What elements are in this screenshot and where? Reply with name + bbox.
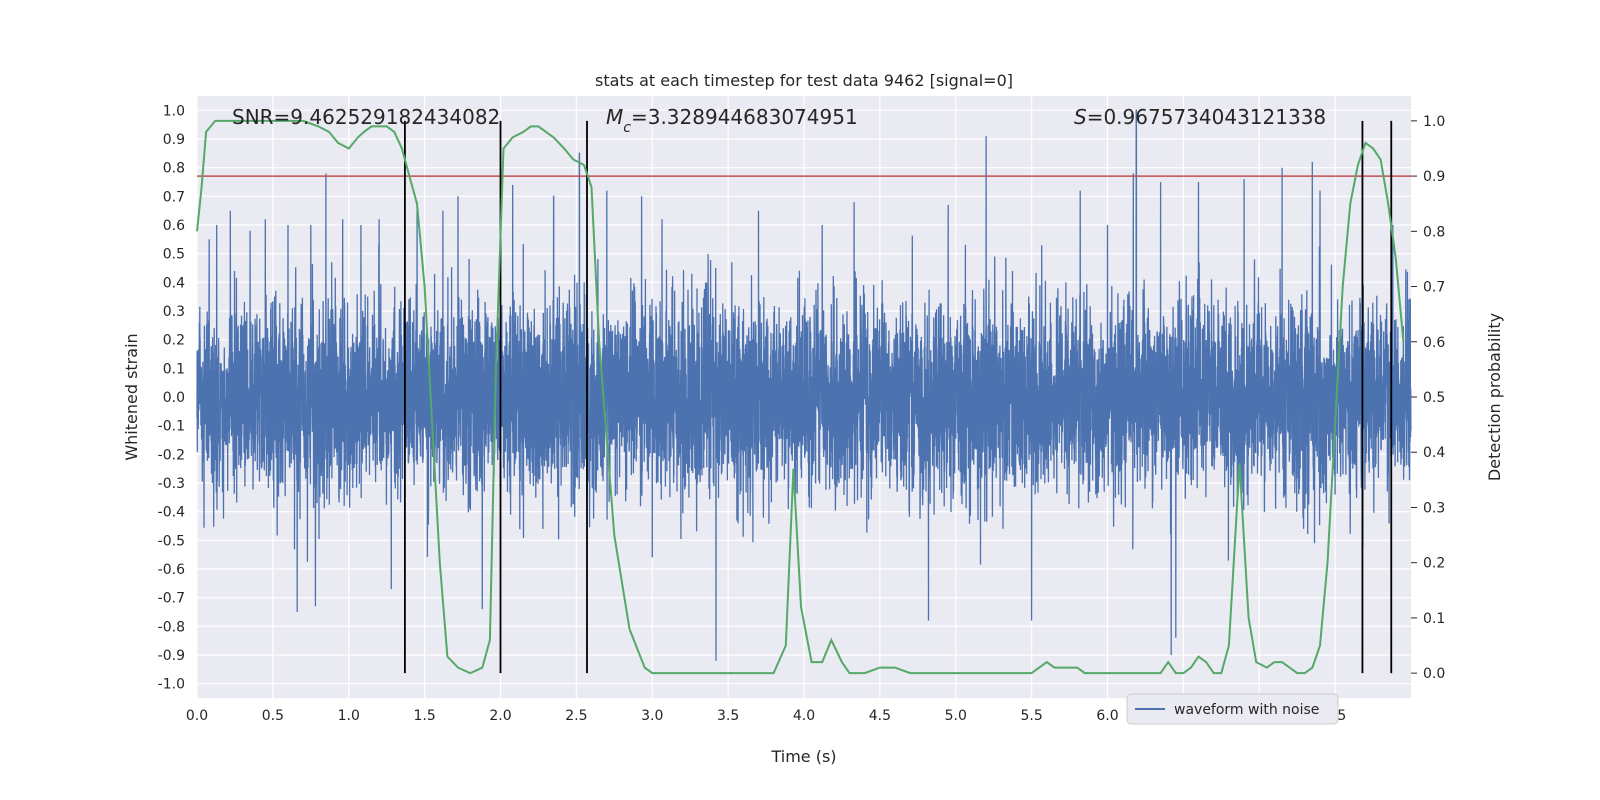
y2-tick-label: 0.5 [1423, 390, 1445, 406]
x-tick-label: 1.5 [413, 708, 435, 724]
legend-label-waveform: waveform with noise [1174, 702, 1319, 718]
y-tick-label: -0.2 [158, 447, 185, 463]
chart-title: stats at each timestep for test data 946… [595, 71, 1013, 90]
y-tick-label: -0.8 [158, 619, 185, 635]
s-value: =0.9675734043121338 [1087, 105, 1326, 129]
y2-tick-label: 0.0 [1423, 666, 1445, 682]
y2-tick-label: 0.9 [1423, 169, 1445, 185]
y-tick-label: -0.4 [158, 505, 185, 521]
x-tick-label: 4.0 [793, 708, 815, 724]
s-symbol: S [1074, 105, 1087, 129]
y-tick-label: 1.0 [163, 103, 185, 119]
x-tick-label: 5.0 [945, 708, 967, 724]
waveform-line [196, 109, 1412, 661]
mc-subscript: c [623, 120, 631, 136]
detection-probability-line [196, 119, 1405, 675]
x-tick-label: 4.5 [869, 708, 891, 724]
y-tick-label: 0.9 [163, 132, 185, 148]
y-tick-label: 0.8 [163, 161, 185, 177]
y-tick-label: -1.0 [158, 677, 185, 693]
y-tick-label: 0.1 [163, 361, 185, 377]
y-axis-label: Whitened strain [122, 333, 141, 460]
y2-tick-label: 0.7 [1423, 280, 1445, 296]
snr-annotation: SNR=9.462529182434082 [232, 105, 500, 129]
legend: waveform with noise [1126, 693, 1339, 725]
x-tick-label: 0.5 [262, 708, 284, 724]
y-tick-label: -0.5 [158, 533, 185, 549]
y-tick-label: -0.7 [158, 591, 185, 607]
reference-lines [197, 120, 1411, 674]
waveform-series [196, 109, 1412, 661]
y2-tick-label: 0.3 [1423, 500, 1445, 516]
x-tick-label: 1.0 [338, 708, 360, 724]
mc-value: =3.328944683074951 [631, 105, 858, 129]
x-tick-label: 3.0 [641, 708, 663, 724]
y2-tick-label: 0.8 [1423, 224, 1445, 240]
probability-series [196, 119, 1405, 675]
mc-symbol: M [606, 105, 623, 129]
x-tick-label: 0.0 [186, 708, 208, 724]
y2-tick-label: 0.2 [1423, 556, 1445, 572]
y-tick-label: 0.3 [163, 304, 185, 320]
x-tick-label: 2.0 [489, 708, 511, 724]
chirp-mass-annotation: Mc=3.328944683074951 [606, 105, 858, 136]
y2-axis-label: Detection probability [1485, 313, 1504, 481]
y-tick-label: 0.5 [163, 247, 185, 263]
y-tick-label: -0.1 [158, 419, 185, 435]
y-tick-label: -0.9 [158, 648, 185, 664]
x-tick-label: 5.5 [1020, 708, 1042, 724]
y2-tick-label: 0.6 [1423, 335, 1445, 351]
tick-labels: 0.00.51.01.52.02.53.03.54.04.55.05.56.06… [158, 103, 1446, 724]
y-tick-label: 0.0 [163, 390, 185, 406]
x-tick-label: 6.0 [1096, 708, 1118, 724]
x-axis-label: Time (s) [770, 747, 836, 766]
y-tick-label: 0.6 [163, 218, 185, 234]
s-annotation: S=0.9675734043121338 [1074, 105, 1326, 129]
x-tick-label: 3.5 [717, 708, 739, 724]
legend-box [1126, 693, 1339, 725]
y-tick-label: 0.4 [163, 275, 185, 291]
y2-tick-label: 0.1 [1423, 611, 1445, 627]
x-tick-label: 2.5 [565, 708, 587, 724]
y-tick-label: -0.6 [158, 562, 185, 578]
y2-tick-label: 1.0 [1423, 114, 1445, 130]
y2-tick-label: 0.4 [1423, 445, 1445, 461]
y-tick-label: 0.2 [163, 333, 185, 349]
y-tick-label: 0.7 [163, 189, 185, 205]
y-tick-label: -0.3 [158, 476, 185, 492]
